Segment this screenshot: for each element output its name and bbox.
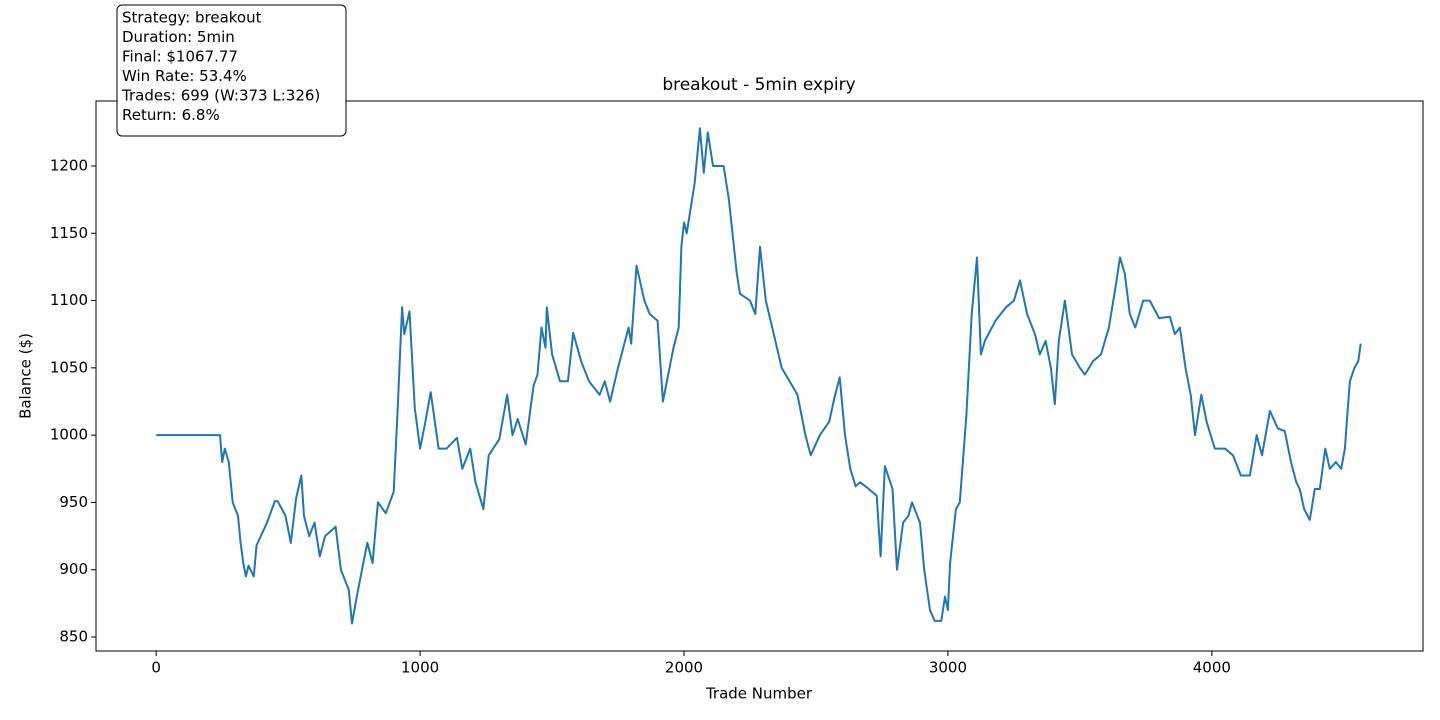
stats-box [116, 4, 347, 137]
plot-frame [95, 100, 1424, 652]
y-tick-label: 1150 [50, 224, 88, 242]
stats-line: Return: 6.8% [122, 106, 220, 124]
x-tick-label: 3000 [929, 659, 967, 677]
x-tick-label: 2000 [665, 659, 703, 677]
stats-line: Strategy: breakout [122, 9, 262, 27]
x-tick-label: 0 [151, 659, 161, 677]
y-tick-label: 1000 [50, 426, 88, 444]
y-tick-label: 950 [59, 493, 88, 511]
x-tick-label: 4000 [1193, 659, 1231, 677]
stats-line: Win Rate: 53.4% [122, 67, 247, 85]
y-axis-label: Balance ($) [17, 333, 35, 419]
x-axis-label: Trade Number [705, 685, 813, 703]
balance-line [156, 127, 1362, 625]
y-tick-label: 1200 [50, 156, 88, 174]
stats-line: Duration: 5min [122, 28, 235, 46]
chart-title: breakout - 5min expiry [662, 75, 855, 95]
y-tick-label: 1100 [50, 291, 88, 309]
stats-line: Final: $1067.77 [122, 48, 238, 66]
y-tick-label: 1050 [50, 358, 88, 376]
plot-area [156, 127, 1362, 625]
y-tick-label: 900 [59, 560, 88, 578]
x-tick-label: 1000 [401, 659, 439, 677]
stats-line: Trades: 699 (W:373 L:326) [121, 87, 320, 105]
y-tick-label: 850 [59, 628, 88, 646]
